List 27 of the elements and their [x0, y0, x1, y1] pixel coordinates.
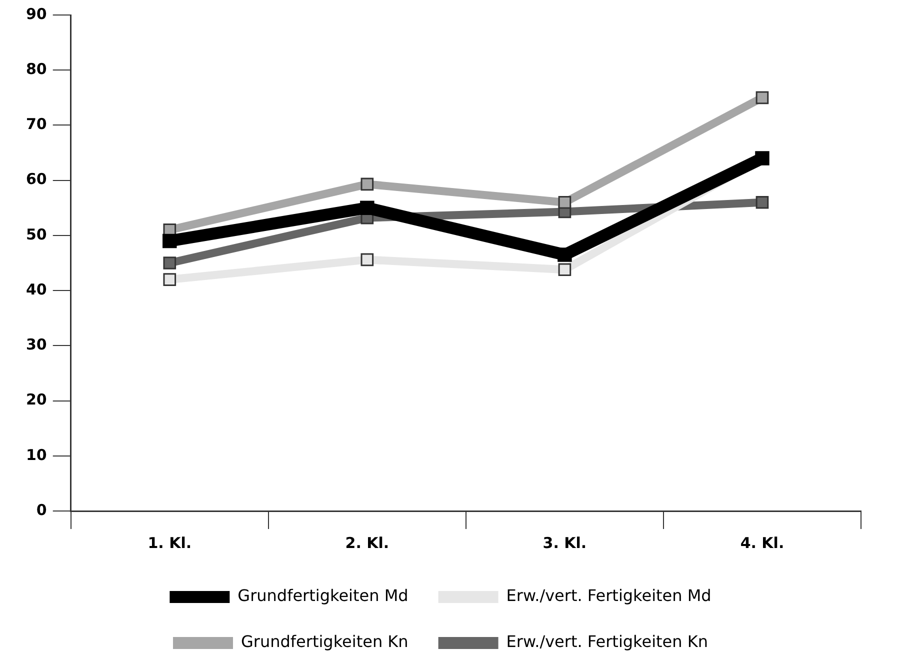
y-tick-label: 50: [26, 225, 47, 244]
y-tick-label: 80: [26, 60, 47, 78]
point: [163, 256, 176, 270]
y-tick-label: 0: [36, 500, 47, 519]
point: [756, 91, 769, 104]
x-tick-label: 3. Kl.: [542, 534, 587, 552]
x-tick-label: 2. Kl.: [345, 534, 390, 552]
point: [360, 178, 374, 191]
legend-label: Grundfertigkeiten Kn: [240, 632, 408, 652]
x-tick-label: 4. Kl.: [740, 534, 784, 552]
point: [558, 196, 572, 209]
point: [558, 263, 572, 276]
legend-label: Erw./vert. Fertigkeiten Md: [506, 586, 712, 606]
y-tick-label: 20: [26, 390, 47, 409]
y-tick-label: 60: [26, 170, 47, 188]
y-tick-label: 90: [26, 4, 47, 23]
y-tick-label: 70: [26, 115, 47, 134]
y-tick-label: 30: [26, 336, 47, 354]
point: [756, 196, 769, 209]
legend-label: Erw./vert. Fertigkeiten Kn: [506, 632, 708, 652]
point: [360, 253, 374, 266]
x-tick-label: 1. Kl.: [148, 534, 192, 552]
point: [163, 273, 176, 286]
y-tick-label: 40: [26, 280, 47, 298]
y-tick-label: 10: [26, 446, 47, 464]
point: [162, 234, 177, 248]
legend-label: Grundfertigkeiten Md: [238, 586, 408, 606]
